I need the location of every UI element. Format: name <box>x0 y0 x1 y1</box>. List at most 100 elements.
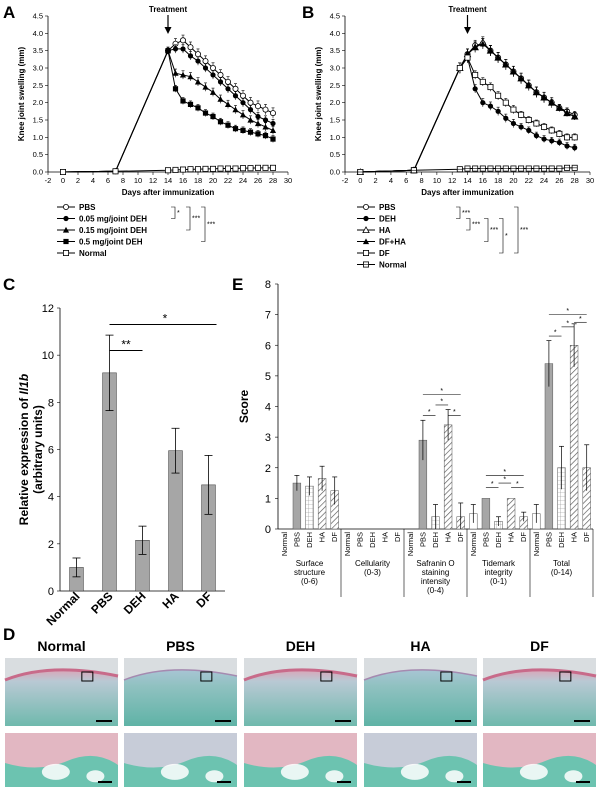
y-axis-label-units: (arbitrary units) <box>31 405 45 494</box>
marker-circle-open <box>232 85 239 92</box>
group-label: integrity <box>484 568 512 577</box>
marker-circle-filled <box>564 143 570 149</box>
marrow-space <box>564 770 583 783</box>
y-tick-label: 1.5 <box>330 116 340 125</box>
marker-square-filled <box>232 126 239 132</box>
series-line <box>62 49 274 173</box>
marker-circle-filled <box>262 117 269 123</box>
group-label: (0-3) <box>364 568 381 577</box>
marker-circle-filled <box>217 79 224 85</box>
marker-circle-open <box>194 51 201 58</box>
histology-label: HA <box>410 638 430 654</box>
marker-circle-filled <box>541 136 547 142</box>
marker-circle-filled <box>572 145 578 151</box>
significance-label: * <box>516 481 519 488</box>
marker-square-open <box>164 167 171 174</box>
treatment-arrow-head <box>164 27 172 34</box>
marker-triangle-filled <box>247 116 254 123</box>
x-axis-label: Days after immunization <box>122 188 215 197</box>
marker-square-open <box>194 166 201 173</box>
marker-square-open <box>172 166 179 173</box>
x-tick-label: 8 <box>419 176 423 185</box>
x-tick-label: DEH <box>368 532 377 548</box>
zoom-box <box>559 671 572 682</box>
marker-circle-filled <box>172 46 179 52</box>
marker-square-open <box>502 99 509 106</box>
marker-triangle-filled <box>502 61 509 68</box>
significance-label: * <box>440 388 443 395</box>
marker-circle-filled <box>472 86 478 92</box>
x-tick-label: DF <box>519 532 528 542</box>
marker-square-open <box>63 249 70 256</box>
marker-triangle-filled <box>232 106 239 113</box>
group-label: (0-1) <box>490 577 507 586</box>
marker-square-open <box>487 84 494 91</box>
marker-circle-filled <box>255 113 261 120</box>
y-tick-label: 3.0 <box>33 64 43 73</box>
y-tick-label: 0.5 <box>330 150 340 159</box>
x-tick-label: 16 <box>479 176 487 185</box>
x-tick-label: Normal <box>280 532 289 557</box>
y-tick-label: 2.0 <box>330 98 340 107</box>
bar <box>569 345 579 530</box>
y-tick-label: 0 <box>48 586 54 598</box>
marker-circle-open <box>362 203 369 210</box>
marker-triangle-filled <box>262 123 269 130</box>
y-tick-label: 1.5 <box>33 116 43 125</box>
y-tick-label: 7 <box>265 310 271 322</box>
marker-triangle-filled <box>571 113 578 120</box>
significance-label: * <box>453 409 456 416</box>
x-tick-label: PBS <box>418 532 427 547</box>
marker-square-open <box>362 249 369 256</box>
y-tick-label: 6 <box>48 445 54 457</box>
x-tick-label: HA <box>381 532 390 542</box>
significance-label: *** <box>207 221 215 228</box>
marrow-space <box>41 763 70 780</box>
x-tick-label: 12 <box>448 176 456 185</box>
marker-triangle-open <box>362 226 370 233</box>
group-label: intensity <box>421 577 450 586</box>
marker-circle-filled <box>495 108 501 114</box>
marker-square-filled <box>210 113 216 120</box>
marker-square-filled <box>262 133 269 139</box>
group-label: (0-4) <box>427 586 444 595</box>
marker-triangle-filled <box>563 109 571 116</box>
marker-circle-filled <box>180 46 186 52</box>
x-tick-label: 24 <box>239 176 247 185</box>
marker-circle-open <box>269 110 276 117</box>
group-label: Tidemark <box>482 559 516 568</box>
x-tick-label: PBS <box>481 532 490 547</box>
y-tick-label: 4.0 <box>33 29 43 38</box>
panel-letter-b: B <box>302 3 314 22</box>
series-line <box>62 39 274 173</box>
x-tick-label: 0 <box>61 176 65 185</box>
significance-bracket <box>514 206 519 254</box>
bar <box>506 498 516 530</box>
marker-circle-filled <box>526 127 532 133</box>
x-tick-label: DEH <box>557 532 566 548</box>
marker-square-open <box>479 78 486 85</box>
marker-triangle-filled <box>487 47 494 54</box>
marrow-space <box>400 763 429 780</box>
bar-chart-c: 0 2 4 6 8 10 12 Relative expression of Il1b(arb… <box>17 303 225 628</box>
bar <box>443 424 453 530</box>
marker-circle-filled <box>363 215 369 222</box>
y-tick-label: 5 <box>265 371 271 383</box>
histology-label: DF <box>530 638 549 654</box>
y-axis-label: Knee joint swelling (mm) <box>314 47 323 142</box>
group-label: Safranin O <box>416 559 454 568</box>
significance-bracket <box>484 218 489 242</box>
y-tick-label: 6 <box>265 340 271 352</box>
y-tick-label: 1 <box>265 493 271 505</box>
marker-triangle-filled <box>533 89 540 95</box>
x-tick-label: 6 <box>106 176 110 185</box>
marker-circle-open <box>262 106 269 113</box>
marrow-space <box>160 763 189 780</box>
marker-square-open <box>533 120 540 127</box>
y-tick-label: 3.5 <box>33 46 43 55</box>
marker-square-open <box>209 165 216 172</box>
x-tick-label: DEH <box>121 589 149 617</box>
legend-label: 0.15 mg/joint DEH <box>79 226 147 235</box>
y-tick-label: 2 <box>265 463 271 475</box>
